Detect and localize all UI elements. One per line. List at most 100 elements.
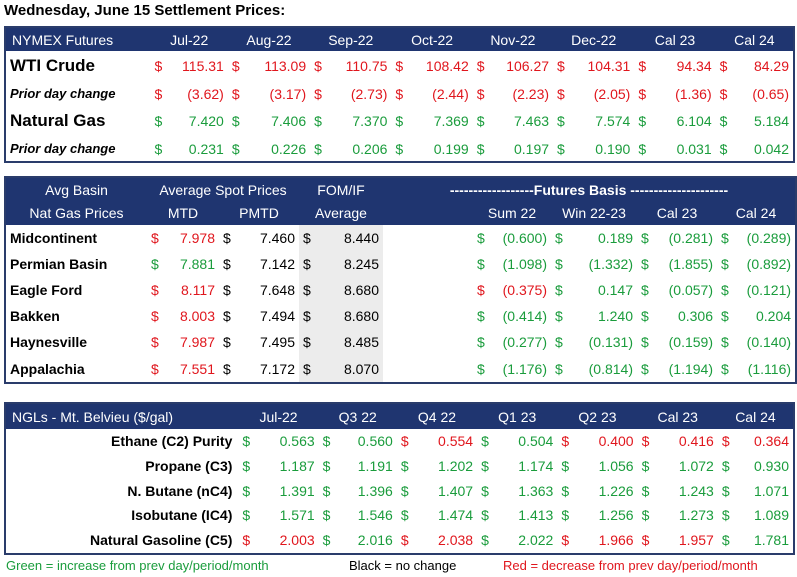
currency-symbol: $ [242, 458, 251, 475]
price-value: 7.420 [188, 112, 224, 129]
column-header: Dec-22 [553, 27, 635, 51]
price-value: 84.29 [753, 58, 789, 75]
currency-symbol: $ [719, 112, 728, 129]
currency-symbol: $ [641, 282, 649, 299]
row-label: N. Butane (nC4) [127, 482, 233, 499]
price-value: 0.416 [678, 433, 714, 450]
currency-symbol: $ [477, 230, 485, 247]
currency-symbol: $ [555, 282, 563, 299]
column-header: NYMEX Futures [5, 27, 151, 51]
column-header: Average Spot Prices [147, 177, 299, 201]
price-value: 5.184 [753, 112, 789, 129]
currency-symbol: $ [721, 507, 730, 524]
table-row: Natural Gasoline (C5) $2.003 $2.016 $2.038 $… [5, 528, 794, 554]
column-header: Jul-22 [150, 27, 228, 51]
currency-symbol: $ [721, 308, 729, 325]
price-value: 1.391 [279, 482, 315, 499]
currency-symbol: $ [641, 458, 650, 475]
row-label: Haynesville [10, 334, 88, 351]
currency-symbol: $ [481, 532, 489, 549]
currency-symbol: $ [477, 256, 485, 273]
currency-symbol: $ [641, 482, 650, 499]
row-label: WTI Crude [10, 56, 95, 76]
row-label: Eagle Ford [10, 282, 83, 299]
currency-symbol: $ [400, 458, 409, 475]
price-value: (0.281) [668, 230, 713, 247]
price-value: (1.116) [747, 360, 792, 377]
price-value: 1.396 [357, 482, 393, 499]
price-value: 7.551 [179, 360, 215, 377]
currency-symbol: $ [555, 256, 563, 273]
spacer-cell [383, 303, 473, 329]
price-value: (1.176) [502, 360, 547, 377]
price-value: (0.131) [588, 334, 633, 351]
price-value: 7.494 [259, 308, 295, 325]
currency-symbol: $ [242, 507, 251, 524]
column-header: Aug-22 [227, 27, 311, 51]
column-header: Jul-22 [238, 403, 319, 429]
column-header: Sum 22 [473, 201, 551, 225]
row-label: Propane (C3) [145, 458, 233, 475]
price-value: 7.406 [271, 112, 307, 129]
currency-symbol: $ [557, 140, 565, 157]
currency-symbol: $ [400, 507, 409, 524]
spacer-cell [383, 225, 473, 251]
row-label: Prior day change [10, 86, 116, 102]
column-header: Avg Basin [5, 177, 147, 201]
table-row: WTI Crude $115.31 $113.09 $110.75 $108.42 $10… [5, 51, 794, 81]
currency-symbol: $ [395, 112, 404, 129]
price-value: 1.781 [753, 532, 789, 549]
currency-symbol: $ [561, 433, 570, 450]
price-value: 1.571 [279, 507, 315, 524]
currency-symbol: $ [154, 112, 163, 129]
price-value: (3.62) [187, 85, 224, 102]
column-header: Cal 23 [637, 403, 718, 429]
table-row: Ethane (C2) Purity $0.563 $0.560 $0.554 $0.5… [5, 429, 794, 454]
price-value: 0.364 [753, 433, 789, 450]
row-label: Natural Gas [10, 110, 106, 130]
currency-symbol: $ [721, 360, 729, 377]
price-value: 1.191 [357, 458, 393, 475]
table-row: Propane (C3) $1.187 $1.191 $1.202 $1.174 $1.0… [5, 454, 794, 479]
table-row: Natural Gas $7.420 $7.406 $7.370 $7.369 $7.46… [5, 106, 794, 136]
column-header: Q3 22 [318, 403, 397, 429]
currency-symbol: $ [481, 507, 489, 524]
table-row: N. Butane (nC4) $1.391 $1.396 $1.407 $1.363 $… [5, 478, 794, 503]
price-value: 104.31 [587, 58, 631, 75]
currency-symbol: $ [223, 308, 231, 325]
price-value: (2.44) [432, 85, 469, 102]
price-value: (0.892) [746, 256, 792, 273]
currency-symbol: $ [477, 360, 485, 377]
currency-symbol: $ [322, 433, 331, 450]
row-label: Isobutane (IC4) [131, 507, 233, 524]
currency-symbol: $ [231, 58, 240, 75]
page-title: Wednesday, June 15 Settlement Prices: [4, 2, 286, 19]
ngl-prices-table: NGLs - Mt. Belvieu ($/gal) Jul-22 Q3 22 Q4 … [4, 402, 795, 555]
price-value: (3.17) [269, 85, 307, 102]
price-value: 2.016 [357, 532, 393, 549]
price-value: 1.474 [438, 507, 474, 524]
price-value: (1.36) [675, 85, 712, 102]
currency-symbol: $ [242, 532, 251, 549]
price-value: 0.206 [352, 140, 388, 157]
currency-symbol: $ [322, 458, 331, 475]
price-value: 8.117 [181, 282, 215, 299]
price-value: (1.855) [668, 256, 713, 273]
price-value: 1.202 [438, 458, 474, 475]
price-value: 7.987 [179, 334, 215, 351]
currency-symbol: $ [395, 85, 404, 102]
price-value: (0.121) [746, 282, 792, 299]
price-value: (0.289) [746, 230, 792, 247]
price-value: (2.23) [512, 85, 550, 102]
spacer-cell [383, 329, 473, 355]
currency-symbol: $ [151, 256, 159, 273]
column-header: Sep-22 [310, 27, 392, 51]
currency-symbol: $ [299, 225, 311, 252]
price-value: (0.140) [746, 334, 792, 351]
currency-symbol: $ [395, 58, 404, 75]
price-value: 2.022 [518, 532, 554, 549]
price-value: (2.73) [350, 85, 388, 102]
price-value: (0.600) [502, 230, 547, 247]
price-value: 113.09 [264, 58, 307, 75]
price-value: 7.142 [259, 256, 295, 273]
